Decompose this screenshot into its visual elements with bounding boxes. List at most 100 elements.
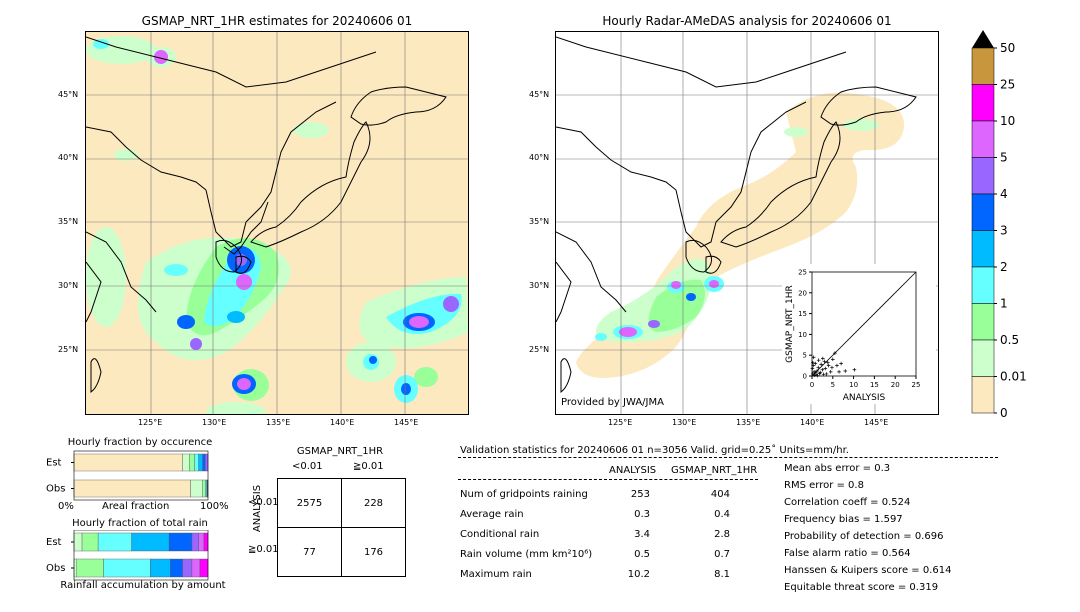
contingency-col-header: <0.01 bbox=[292, 461, 323, 472]
occurrence-svg: Est Obs bbox=[46, 450, 209, 501]
colorbar-segment bbox=[971, 303, 995, 341]
stats-col-header: ANALYSIS bbox=[609, 465, 657, 476]
scatter-point bbox=[821, 356, 825, 361]
scatter-ytick-label: 20 bbox=[798, 289, 807, 297]
colorbar-extend-arrow bbox=[972, 30, 994, 48]
colorbar-tick-label: 0.01 bbox=[1000, 370, 1027, 384]
stats-row-gsmap: 2.8 bbox=[714, 529, 730, 540]
stack-segment bbox=[203, 532, 209, 552]
left-lon-label: 140°E bbox=[330, 418, 355, 427]
left-lat-label: 45°N bbox=[58, 90, 79, 99]
stack-segment bbox=[73, 453, 183, 472]
colorbar-segment bbox=[971, 266, 995, 304]
scatter-ytick-label: 10 bbox=[798, 331, 807, 339]
stack-segment bbox=[205, 453, 209, 472]
score-line: Equitable threat score = 0.319 bbox=[784, 582, 939, 593]
stats-row-gsmap: 8.1 bbox=[714, 569, 730, 580]
scatter-inset: 0 5 10 15 20 25 0 5 10 15 20 25 ANALYSIS GSMAP_NRT_1H… bbox=[782, 264, 936, 404]
contingency-table: 2575 228 77 176 bbox=[277, 478, 406, 577]
score-line: Hanssen & Kuipers score = 0.614 bbox=[784, 565, 952, 576]
scatter-xtick-label: 5 bbox=[831, 381, 835, 389]
stack-segment bbox=[170, 558, 183, 578]
data-credit: Provided by JWA/JMA bbox=[561, 397, 664, 408]
stack-segment bbox=[202, 453, 206, 472]
left-lat-label: 40°N bbox=[58, 153, 79, 162]
left-map-title: GSMAP_NRT_1HR estimates for 20240606 01 bbox=[141, 14, 413, 28]
occurrence-chart: Est Obs bbox=[44, 450, 224, 512]
stack-category-label: Est bbox=[46, 458, 62, 469]
colorbar-tick-label: 2 bbox=[1000, 260, 1008, 274]
scatter-xtick-label: 10 bbox=[849, 381, 858, 389]
score-line: Probability of detection = 0.696 bbox=[784, 531, 944, 542]
stats-row-label: Num of gridpoints raining bbox=[460, 489, 588, 500]
scatter-point bbox=[830, 365, 834, 370]
stats-col-header: GSMAP_NRT_1HR bbox=[671, 465, 758, 476]
right-lat-label: 40°N bbox=[529, 153, 550, 162]
stack-category-label: Obs bbox=[46, 484, 65, 495]
stack-segment bbox=[191, 532, 199, 552]
stats-row-gsmap: 0.4 bbox=[714, 509, 730, 520]
stats-row-analysis: 0.3 bbox=[634, 509, 650, 520]
stats-row-label: Maximum rain bbox=[460, 569, 532, 580]
scatter-point bbox=[831, 357, 835, 362]
stack-segment bbox=[182, 453, 190, 472]
colorbar-tick-label: 3 bbox=[1000, 224, 1008, 238]
stack-category-label: Obs bbox=[46, 563, 65, 574]
colorbar-tick-label: 50 bbox=[1000, 41, 1015, 55]
scatter-point bbox=[811, 360, 815, 365]
scatter-point bbox=[822, 359, 827, 364]
stack-segment bbox=[198, 453, 203, 472]
right-coastlines bbox=[556, 36, 917, 393]
contingency-cell: 228 bbox=[341, 478, 406, 528]
stack-frame bbox=[73, 529, 209, 581]
scatter-ytick-label: 25 bbox=[798, 269, 807, 277]
colorbar-tick-label: 0.5 bbox=[1000, 333, 1019, 347]
stack-segment bbox=[191, 558, 201, 578]
colorbar-segment bbox=[971, 84, 995, 122]
colorbar-svg: 50 25 10 5 4 3 2 1 0.5 0.01 0 bbox=[971, 30, 1027, 420]
colorbar: 50 25 10 5 4 3 2 1 0.5 0.01 0 bbox=[968, 28, 1038, 420]
scatter-point bbox=[817, 371, 822, 376]
scatter-point bbox=[812, 370, 816, 374]
contingency-col-header: ≧0.01 bbox=[353, 461, 384, 472]
scatter-point bbox=[821, 372, 826, 377]
right-map-svg bbox=[556, 32, 938, 414]
stats-title: Validation statistics for 20240606 01 n=… bbox=[460, 445, 849, 456]
scatter-ytick-label: 5 bbox=[803, 352, 807, 360]
colorbar-segment bbox=[971, 339, 995, 377]
occ-xlabel: Areal fraction bbox=[102, 501, 170, 512]
scatter-point bbox=[843, 369, 848, 373]
stats-divider bbox=[458, 457, 998, 458]
scatter-point bbox=[835, 363, 839, 368]
score-line: RMS error = 0.8 bbox=[784, 480, 864, 491]
contingency-row-header: <0.01 bbox=[248, 497, 279, 508]
scatter-point bbox=[811, 355, 816, 360]
stack-segment bbox=[73, 558, 77, 578]
colorbar-segment bbox=[971, 157, 995, 195]
scatter-point bbox=[810, 366, 815, 371]
right-lon-label: 135°E bbox=[736, 418, 761, 427]
scatter-xlabel: ANALYSIS bbox=[843, 393, 886, 403]
stats-row-label: Rain volume (mm km²10⁶) bbox=[460, 549, 593, 560]
scatter-point bbox=[811, 363, 816, 368]
right-lon-label: 145°E bbox=[864, 418, 889, 427]
scatter-point bbox=[812, 373, 817, 377]
left-coastlines bbox=[86, 36, 447, 393]
left-map-panel bbox=[85, 31, 469, 415]
total-rain-chart: Est Obs bbox=[44, 529, 224, 582]
left-lat-label: 25°N bbox=[58, 345, 79, 354]
colorbar-segment bbox=[971, 47, 995, 85]
left-map-grid bbox=[86, 32, 468, 414]
score-line: False alarm ratio = 0.564 bbox=[784, 548, 911, 559]
score-line: Correlation coeff = 0.524 bbox=[784, 497, 911, 508]
scatter-xtick-label: 0 bbox=[810, 381, 814, 389]
colorbar-tick-label: 0 bbox=[1000, 406, 1008, 418]
stats-row-label: Conditional rain bbox=[460, 529, 540, 540]
scatter-point bbox=[852, 367, 857, 372]
scatter-point bbox=[828, 370, 833, 374]
stack-segment bbox=[81, 532, 99, 552]
right-lat-label: 35°N bbox=[529, 217, 550, 226]
stats-header-divider bbox=[458, 479, 758, 480]
right-map-panel: 0 5 10 15 20 25 0 5 10 15 20 25 ANALYSIS GSMAP_NRT_1H… bbox=[555, 31, 939, 415]
right-lat-label: 30°N bbox=[529, 281, 550, 290]
